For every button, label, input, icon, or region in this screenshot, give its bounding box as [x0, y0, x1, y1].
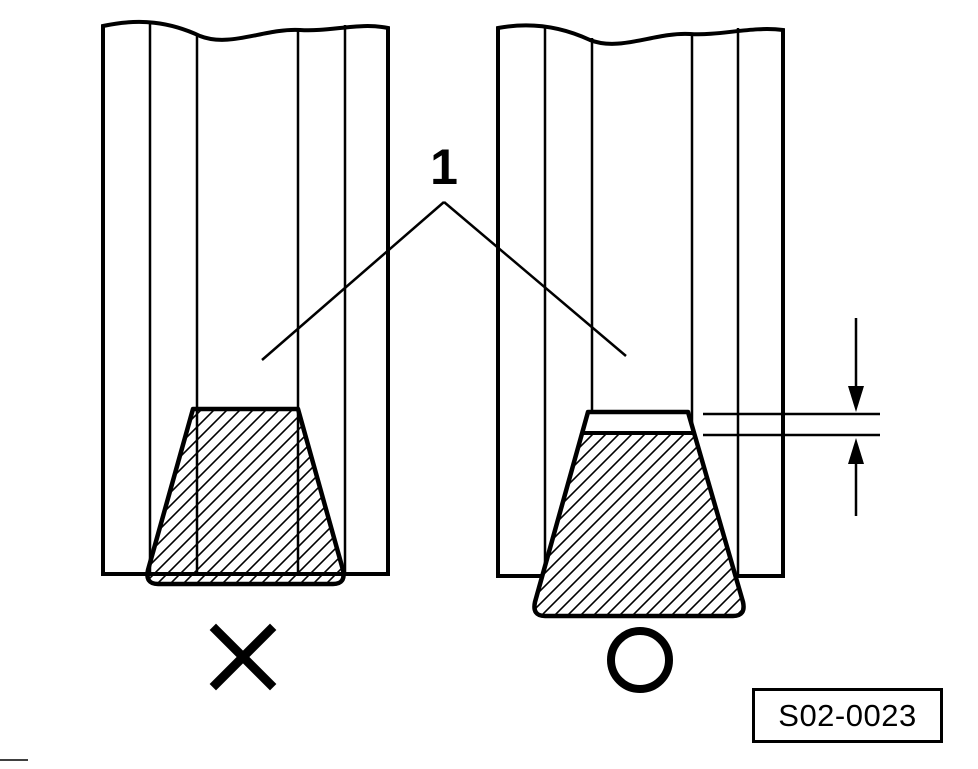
- right-assembly: [496, 23, 785, 619]
- left-assembly: [101, 19, 390, 587]
- right-wedge-hatched-body: [534, 433, 744, 616]
- figure-id-box: S02-0023: [752, 688, 943, 743]
- left-tube-outline: [101, 19, 390, 576]
- right-tube-outline: [496, 23, 785, 578]
- leader-line-left: [261, 201, 445, 361]
- callout-label-1: 1: [430, 139, 458, 195]
- left-wedge: [145, 406, 346, 587]
- cross-mark-icon: [209, 623, 277, 691]
- dimension-arrow-top-head: [848, 386, 864, 412]
- dimension-arrow-bottom-head: [848, 438, 864, 464]
- callout-leaders: [261, 201, 627, 361]
- circle-mark-icon: [607, 627, 673, 693]
- clearance-dimension: [703, 318, 880, 516]
- leader-line-right: [443, 201, 627, 357]
